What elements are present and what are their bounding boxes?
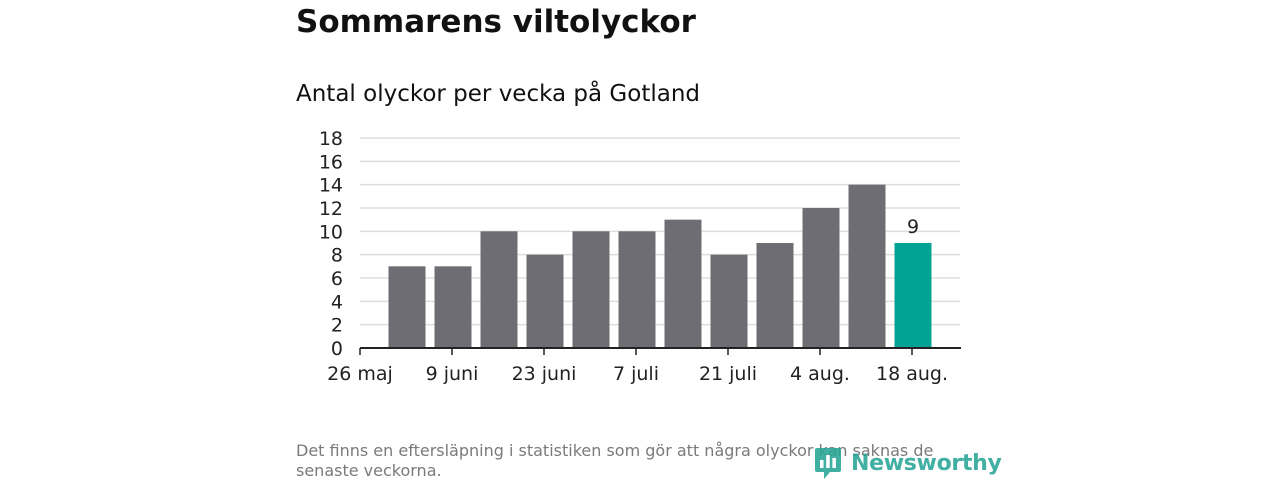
bar — [802, 208, 840, 348]
x-tick-label: 26 maj — [327, 363, 393, 385]
y-tick-label: 14 — [319, 175, 343, 197]
y-tick-label: 10 — [319, 221, 343, 243]
bar-highlight — [894, 243, 932, 348]
bar — [756, 243, 794, 348]
bar — [618, 231, 656, 348]
x-tick-label: 21 juli — [699, 363, 757, 385]
bar — [434, 266, 472, 348]
bar — [848, 184, 886, 348]
logo-text: Newsworthy — [851, 450, 1002, 476]
data-label: 9 — [907, 216, 919, 238]
x-tick-label: 7 juli — [613, 363, 659, 385]
y-tick-label: 2 — [331, 315, 343, 337]
bar — [572, 231, 610, 348]
x-tick-label: 4 aug. — [790, 363, 850, 385]
y-tick-label: 18 — [319, 128, 343, 150]
page-title: Sommarens viltolyckor — [296, 4, 696, 40]
y-tick-label: 16 — [319, 151, 343, 173]
bar — [526, 254, 564, 348]
y-tick-label: 0 — [331, 338, 343, 360]
y-tick-label: 6 — [331, 268, 343, 290]
y-tick-label: 8 — [331, 245, 343, 267]
x-tick-label: 9 juni — [426, 363, 479, 385]
bar — [480, 231, 518, 348]
chart-subtitle: Antal olyckor per vecka på Gotland — [296, 81, 701, 107]
footnote: Det finns en eftersläpning i statistiken… — [296, 441, 934, 480]
y-tick-label: 12 — [319, 198, 343, 220]
newsworthy-logo-icon — [815, 448, 841, 479]
bar — [664, 219, 702, 348]
y-tick-label: 4 — [331, 291, 343, 313]
bar — [388, 266, 426, 348]
x-tick-label: 18 aug. — [876, 363, 948, 385]
newsworthy-logo: Newsworthy — [814, 446, 1002, 480]
bar — [710, 254, 748, 348]
x-tick-label: 23 juni — [512, 363, 577, 385]
